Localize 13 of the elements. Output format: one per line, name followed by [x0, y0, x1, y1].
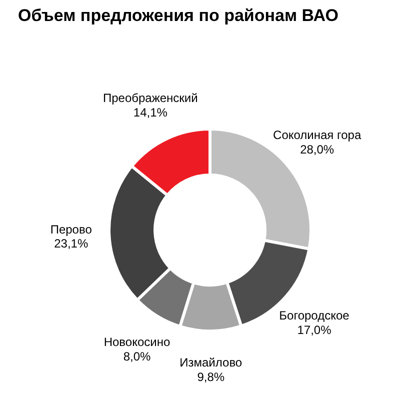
- slice-label: Новокосино: [104, 334, 170, 349]
- slice-label: Богородское: [279, 308, 350, 323]
- data-label: 14,1%: [133, 105, 168, 120]
- data-label: 17,0%: [297, 322, 332, 337]
- slice-label: Перово: [50, 222, 92, 236]
- data-label: 23,1%: [54, 236, 88, 251]
- chart-title: Объем предложения по районам ВАО: [18, 6, 338, 26]
- data-label: 28,0%: [300, 142, 334, 156]
- slice-label: Измайлово: [180, 356, 242, 370]
- slice-label: Соколиная гора: [273, 128, 362, 142]
- data-label: 9,8%: [197, 370, 225, 384]
- slice-label: Преображенский: [102, 91, 198, 106]
- data-label: 8,0%: [123, 349, 152, 364]
